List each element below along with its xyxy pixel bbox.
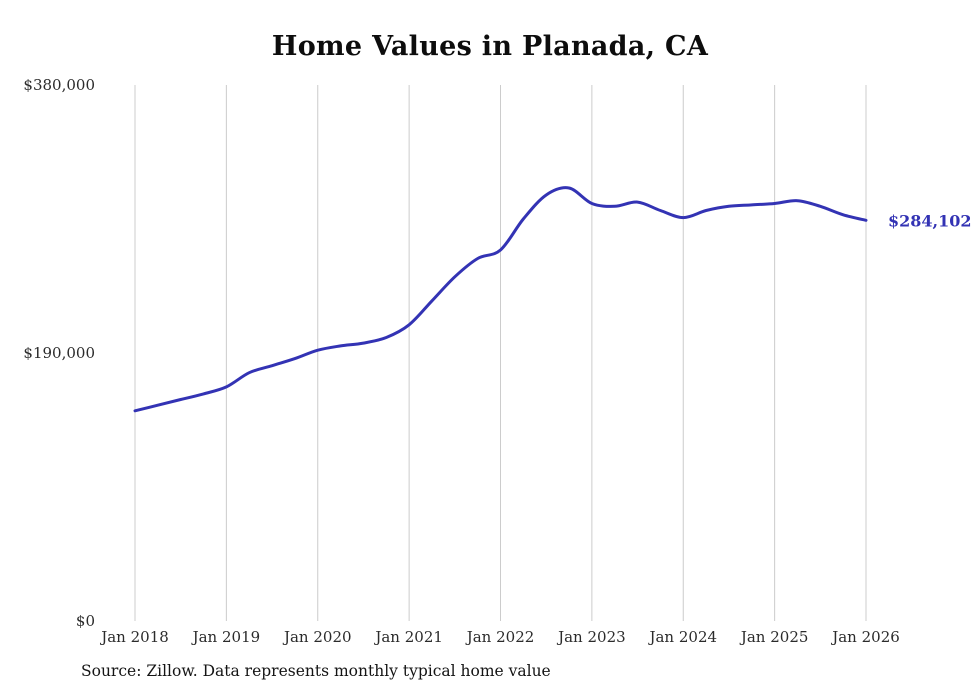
home-value-line: [133, 186, 868, 413]
x-tick-label: Jan 2025: [739, 628, 809, 646]
y-tick-label: $190,000: [23, 344, 95, 362]
x-tick-label: Jan 2019: [191, 628, 261, 646]
x-tick-label: Jan 2022: [465, 628, 535, 646]
x-tick-label: Jan 2024: [647, 628, 717, 646]
y-tick-label: $380,000: [23, 76, 95, 94]
x-tick-label: Jan 2023: [556, 628, 626, 646]
x-tick-label: Jan 2018: [99, 628, 169, 646]
source-note: Source: Zillow. Data represents monthly …: [81, 662, 551, 680]
current-value-label: $284,102: [888, 211, 972, 230]
y-tick-label: $0: [76, 612, 95, 630]
chart-title: Home Values in Planada, CA: [271, 31, 709, 62]
x-tick-label: Jan 2026: [830, 628, 900, 646]
x-tick-label: Jan 2021: [373, 628, 443, 646]
x-tick-label: Jan 2020: [282, 628, 352, 646]
